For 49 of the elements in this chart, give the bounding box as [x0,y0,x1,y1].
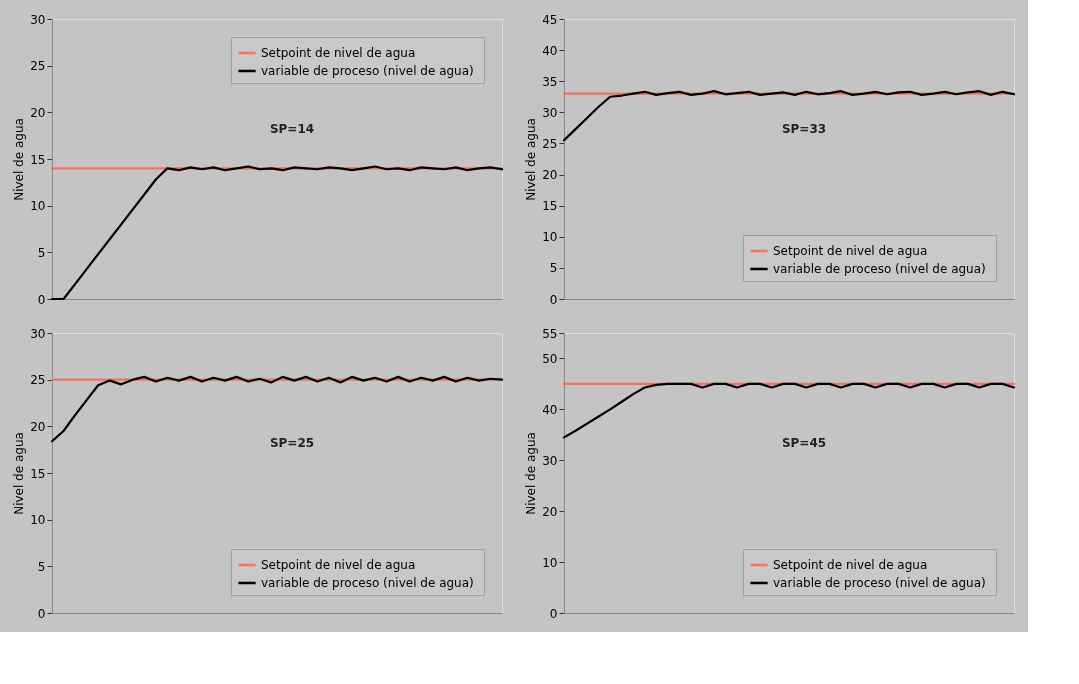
y-tick-label: 10 [30,513,46,528]
y-tick-label: 15 [30,466,46,481]
y-tick-label: 5 [37,245,46,260]
y-tick-label: 5 [37,559,46,574]
legend-label: Setpoint de nivel de agua [773,244,928,258]
y-tick-label: 30 [30,326,46,341]
y-tick-label: 0 [549,606,558,621]
y-tick-label: 20 [542,504,558,519]
y-tick-label: 10 [542,230,558,245]
annotation: SP=45 [781,436,827,450]
y-tick-label: 0 [37,606,46,621]
y-tick-label: 10 [30,199,46,214]
legend-label: Setpoint de nivel de agua [773,558,928,572]
y-tick-label: 10 [542,555,558,570]
y-tick-label: 20 [30,419,46,434]
y-tick-label: 30 [30,12,46,27]
y-tick-label: 15 [30,152,46,167]
annotation: SP=25 [269,436,315,450]
y-tick-label: 40 [542,43,558,58]
y-axis-title: Nivel de agua [12,432,27,515]
y-tick-label: 15 [542,199,558,214]
y-axis-title: Nivel de agua [524,118,539,201]
line-series [562,382,1016,439]
y-tick-label: 30 [542,453,558,468]
y-tick-label: 5 [549,261,558,276]
annotation: SP=33 [781,122,827,136]
legend-label: Setpoint de nivel de agua [261,558,416,572]
y-tick-label: 0 [549,292,558,307]
y-tick-label: 25 [30,59,46,74]
y-tick-label: 25 [30,373,46,388]
y-tick-label: 50 [542,351,558,366]
y-tick-label: 20 [30,105,46,120]
y-tick-label: 55 [542,326,558,341]
legend-label: variable de proceso (nivel de agua) [773,576,986,590]
y-tick-label: 20 [542,168,558,183]
line-series [562,90,1016,142]
y-tick-label: 0 [37,292,46,307]
y-axis-title: Nivel de agua [12,118,27,201]
legend-label: variable de proceso (nivel de agua) [261,64,474,78]
y-tick-label: 35 [542,74,558,89]
annotation: SP=14 [269,122,315,136]
y-axis-title: Nivel de agua [524,432,539,515]
legend-label: variable de proceso (nivel de agua) [261,576,474,590]
legend-label: variable de proceso (nivel de agua) [773,262,986,276]
y-tick-label: 25 [542,136,558,151]
y-tick-label: 30 [542,105,558,120]
legend-label: Setpoint de nivel de agua [261,46,416,60]
y-tick-label: 40 [542,402,558,417]
y-tick-label: 45 [542,12,558,27]
